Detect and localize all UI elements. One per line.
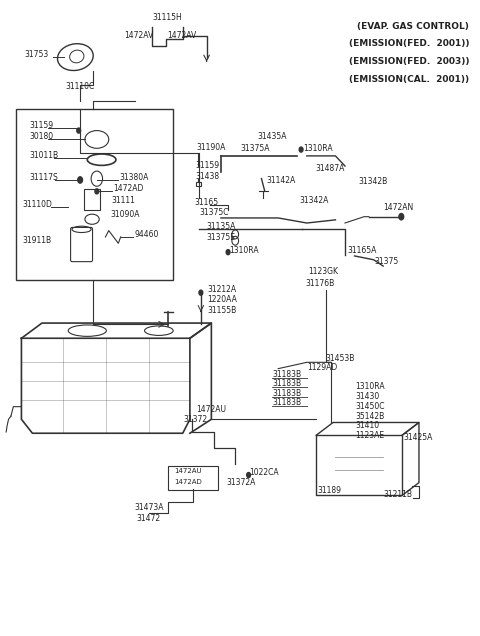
Text: 31155B: 31155B — [207, 306, 237, 315]
Text: 31380A: 31380A — [120, 173, 149, 182]
Text: 1472AD: 1472AD — [114, 184, 144, 193]
Circle shape — [95, 189, 99, 194]
Text: 31176B: 31176B — [306, 279, 335, 288]
Text: 31375A: 31375A — [240, 144, 269, 153]
Text: 31342B: 31342B — [359, 177, 388, 186]
Text: 31189: 31189 — [317, 486, 341, 495]
Text: 31435A: 31435A — [257, 132, 287, 141]
Text: 1472AV: 1472AV — [124, 31, 154, 40]
Text: 31117S: 31117S — [29, 173, 58, 182]
Text: 1022CA: 1022CA — [250, 468, 279, 477]
Text: 31212A: 31212A — [207, 285, 237, 294]
Text: 35142B: 35142B — [356, 411, 385, 420]
Text: 31090A: 31090A — [110, 210, 140, 219]
Text: 1472AV: 1472AV — [168, 31, 197, 40]
Text: 31425A: 31425A — [403, 432, 432, 441]
Text: 1310RA: 1310RA — [356, 382, 385, 391]
Text: 31450C: 31450C — [356, 402, 385, 411]
Text: 31430: 31430 — [356, 392, 380, 401]
Text: 30180: 30180 — [29, 132, 53, 141]
Text: 31135A: 31135A — [206, 223, 236, 232]
Text: 1129AD: 1129AD — [307, 363, 337, 372]
Text: 31110D: 31110D — [23, 200, 53, 209]
Text: 1220AA: 1220AA — [207, 295, 238, 304]
Text: 31165: 31165 — [195, 198, 219, 207]
Text: 31183B: 31183B — [273, 370, 301, 379]
Text: 31211B: 31211B — [383, 490, 412, 499]
Circle shape — [77, 128, 81, 133]
Text: 31183B: 31183B — [273, 389, 301, 398]
Text: 31487A: 31487A — [315, 164, 345, 173]
Text: 31375: 31375 — [374, 256, 399, 266]
Circle shape — [247, 473, 251, 478]
Text: 94460: 94460 — [134, 230, 158, 239]
Text: 31372A: 31372A — [227, 478, 256, 487]
Text: 1123GK: 1123GK — [308, 266, 338, 275]
Text: 31159: 31159 — [196, 161, 220, 170]
Text: 31410: 31410 — [356, 421, 380, 430]
Text: 1310RA: 1310RA — [229, 246, 259, 256]
Text: 1123AE: 1123AE — [356, 431, 384, 439]
Circle shape — [299, 147, 303, 152]
Text: 1472AU: 1472AU — [196, 404, 226, 413]
Text: 31190A: 31190A — [196, 143, 226, 152]
Circle shape — [399, 214, 404, 220]
Text: 1472AD: 1472AD — [174, 479, 202, 485]
Text: 31165A: 31165A — [348, 246, 377, 256]
Text: 31342A: 31342A — [300, 196, 329, 205]
Text: 31011B: 31011B — [29, 151, 58, 160]
Text: 31472: 31472 — [136, 514, 160, 523]
Text: (EMISSION(FED.  2001)): (EMISSION(FED. 2001)) — [348, 39, 469, 48]
Text: 31911B: 31911B — [23, 237, 52, 245]
Circle shape — [199, 290, 203, 295]
Text: (EMISSION(CAL.  2001)): (EMISSION(CAL. 2001)) — [349, 75, 469, 84]
Bar — [196, 182, 201, 186]
Text: 31159: 31159 — [29, 121, 53, 130]
Text: 31110C: 31110C — [66, 82, 95, 91]
Text: (EVAP. GAS CONTROL): (EVAP. GAS CONTROL) — [357, 22, 469, 31]
Text: 1310RA: 1310RA — [303, 144, 333, 153]
Text: 31453B: 31453B — [325, 354, 354, 363]
Text: 31183B: 31183B — [273, 398, 301, 408]
Text: 31115H: 31115H — [153, 13, 182, 22]
Text: 31753: 31753 — [24, 50, 48, 59]
Circle shape — [226, 249, 230, 254]
Text: 31473A: 31473A — [134, 504, 164, 513]
Text: 1472AU: 1472AU — [174, 468, 202, 474]
Text: 31375C: 31375C — [199, 209, 229, 218]
Text: 31111: 31111 — [111, 196, 135, 205]
Text: 31438: 31438 — [196, 172, 220, 181]
Text: (EMISSION(FED.  2003)): (EMISSION(FED. 2003)) — [348, 57, 469, 66]
Text: 31142A: 31142A — [266, 176, 296, 185]
Text: 31183B: 31183B — [273, 380, 301, 389]
Text: 1472AN: 1472AN — [383, 204, 413, 212]
Text: 31375E: 31375E — [206, 233, 236, 242]
Circle shape — [78, 177, 83, 183]
Text: 31372: 31372 — [184, 415, 208, 424]
